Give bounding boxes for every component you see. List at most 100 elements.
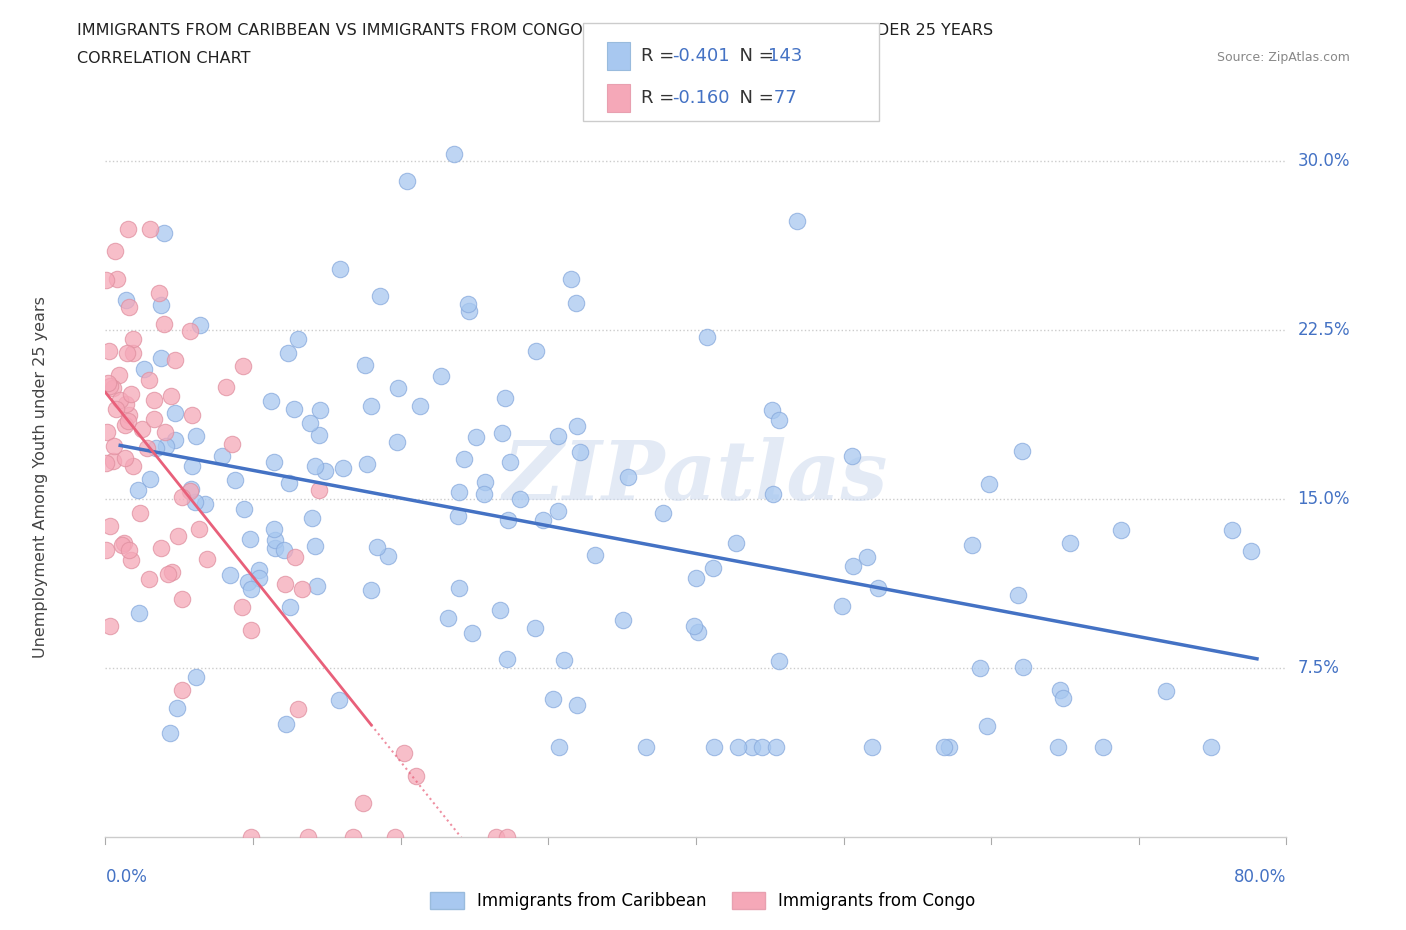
Point	[868, 580, 890, 595]
Point	[160, 389, 183, 404]
Point	[94, 542, 117, 557]
Text: R =: R =	[641, 47, 681, 65]
Point	[277, 346, 299, 361]
Point	[180, 407, 202, 422]
Point	[195, 551, 218, 566]
Point	[211, 448, 233, 463]
Point	[291, 581, 314, 596]
Point	[377, 549, 399, 564]
Point	[232, 358, 254, 373]
Point	[523, 621, 546, 636]
Point	[149, 298, 172, 312]
Point	[366, 539, 388, 554]
Point	[565, 418, 588, 433]
Point	[786, 213, 808, 228]
Point	[682, 618, 704, 633]
Point	[524, 344, 547, 359]
Point	[247, 570, 270, 585]
Point	[496, 651, 519, 666]
Text: 15.0%: 15.0%	[1298, 490, 1350, 508]
Point	[115, 293, 138, 308]
Point	[1240, 543, 1263, 558]
Point	[194, 497, 217, 512]
Point	[384, 830, 406, 844]
Text: IMMIGRANTS FROM CARIBBEAN VS IMMIGRANTS FROM CONGO UNEMPLOYMENT AMONG YOUTH UNDE: IMMIGRANTS FROM CARIBBEAN VS IMMIGRANTS …	[77, 23, 994, 38]
Point	[120, 552, 142, 567]
Point	[104, 402, 127, 417]
Point	[108, 368, 131, 383]
Point	[118, 407, 141, 422]
Point	[280, 599, 302, 614]
Text: R =: R =	[641, 88, 681, 107]
Point	[103, 438, 125, 453]
Point	[166, 700, 188, 715]
Point	[138, 372, 160, 387]
Point	[287, 702, 309, 717]
Point	[1059, 535, 1081, 550]
Point	[283, 402, 305, 417]
Point	[260, 393, 283, 408]
Point	[342, 830, 364, 844]
Point	[179, 484, 201, 498]
Point	[112, 536, 135, 551]
Point	[114, 418, 136, 432]
Point	[560, 272, 582, 286]
Point	[447, 509, 470, 524]
Text: 80.0%: 80.0%	[1234, 868, 1286, 885]
Point	[96, 424, 118, 439]
Point	[304, 458, 326, 473]
Text: 0.0%: 0.0%	[105, 868, 148, 885]
Point	[409, 399, 432, 414]
Point	[976, 719, 998, 734]
Point	[128, 605, 150, 620]
Point	[139, 472, 162, 486]
Text: N =: N =	[728, 47, 780, 65]
Point	[188, 318, 211, 333]
Point	[547, 429, 569, 444]
Point	[938, 739, 960, 754]
Point	[1011, 444, 1033, 458]
Text: 77: 77	[768, 88, 796, 107]
Point	[768, 413, 790, 428]
Point	[159, 725, 181, 740]
Point	[142, 411, 165, 426]
Text: N =: N =	[728, 88, 780, 107]
Point	[453, 452, 475, 467]
Point	[443, 147, 465, 162]
Point	[727, 739, 749, 754]
Point	[447, 485, 470, 499]
Point	[768, 654, 790, 669]
Point	[297, 830, 319, 844]
Point	[761, 403, 783, 418]
Point	[531, 512, 554, 527]
Point	[221, 436, 243, 451]
Point	[218, 568, 240, 583]
Point	[842, 558, 865, 573]
Point	[247, 563, 270, 578]
Point	[307, 578, 329, 593]
Point	[368, 289, 391, 304]
Point	[114, 397, 136, 412]
Point	[215, 379, 238, 394]
Point	[1007, 588, 1029, 603]
Point	[167, 529, 190, 544]
Point	[239, 581, 262, 596]
Point	[496, 830, 519, 844]
Point	[238, 575, 260, 590]
Point	[485, 830, 508, 844]
Point	[117, 221, 139, 236]
Point	[969, 660, 991, 675]
Point	[308, 483, 330, 498]
Point	[170, 489, 193, 504]
Point	[122, 459, 145, 474]
Point	[94, 455, 117, 470]
Point	[762, 486, 785, 501]
Point	[139, 221, 162, 236]
Point	[308, 402, 330, 417]
Point	[491, 425, 513, 440]
Point	[509, 492, 531, 507]
Legend: Immigrants from Caribbean, Immigrants from Congo: Immigrants from Caribbean, Immigrants fr…	[423, 885, 983, 917]
Point	[165, 432, 187, 447]
Point	[387, 380, 409, 395]
Point	[129, 506, 152, 521]
